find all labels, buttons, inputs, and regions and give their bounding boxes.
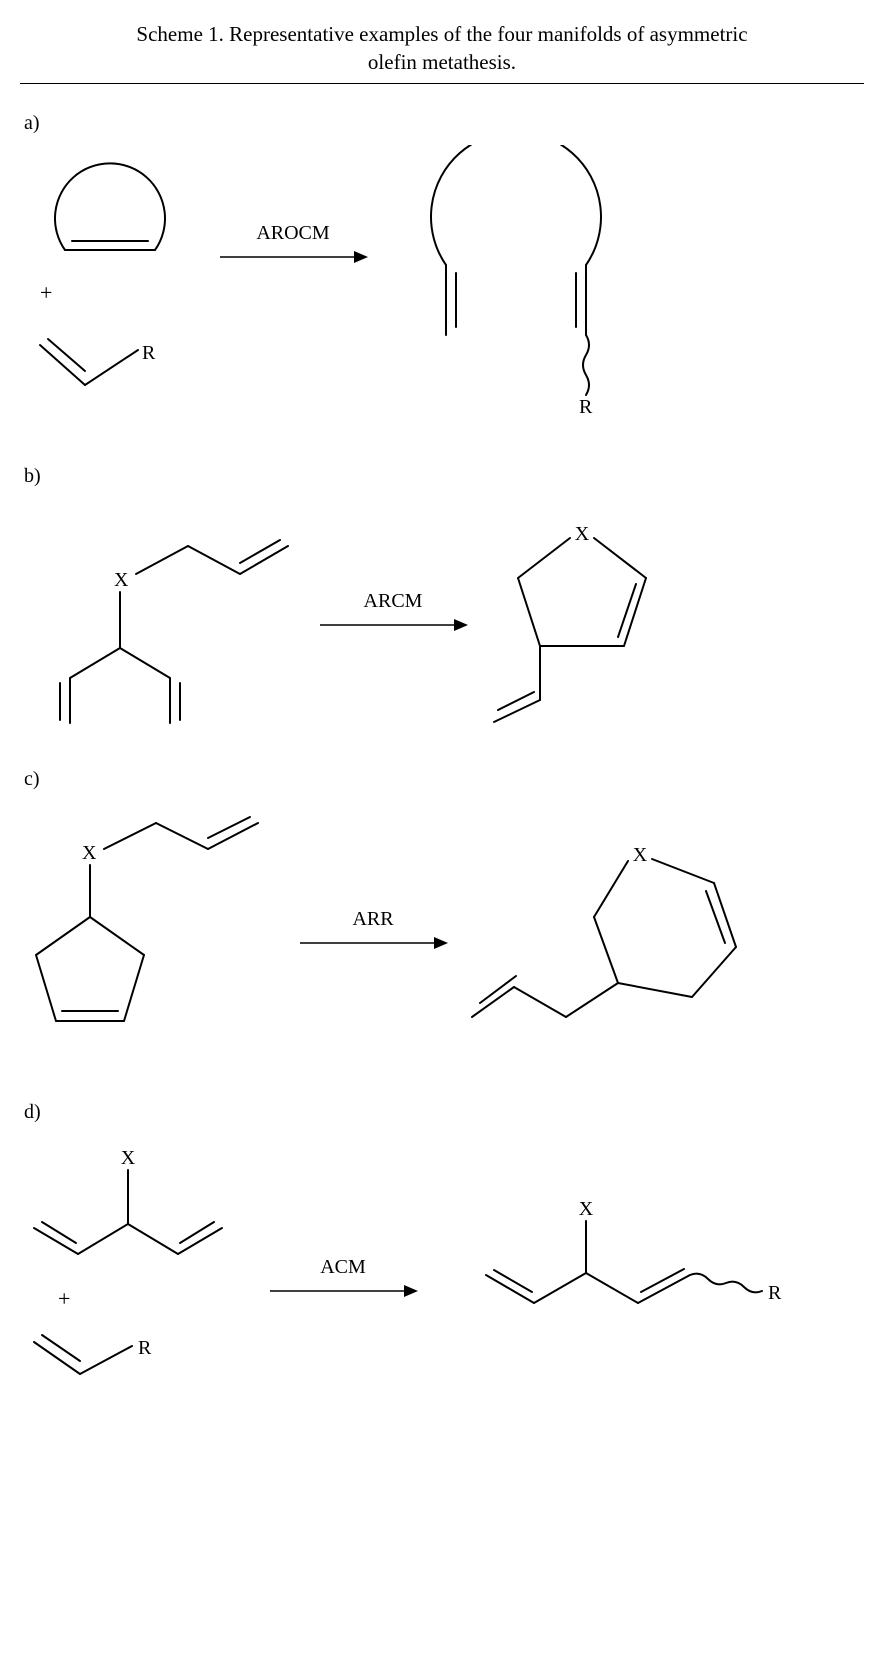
x-label-c-product: X — [633, 844, 648, 866]
r-label-a-product: R — [579, 396, 593, 418]
arrow-b-svg — [318, 615, 468, 635]
x-label-c-reactant: X — [82, 842, 97, 864]
arrow-d-label: ACM — [320, 1256, 366, 1279]
reaction-c: X ARR — [20, 801, 864, 1061]
arrow-c-svg — [298, 933, 448, 953]
arrow-c: ARR — [298, 908, 448, 953]
r-label-a-reactant: R — [142, 342, 156, 364]
x-label-d-product: X — [579, 1198, 594, 1220]
arrow-d-svg — [268, 1281, 418, 1301]
x-label-b-reactant: X — [114, 569, 129, 591]
panel-b-label: b) — [24, 465, 864, 488]
panel-c-label: c) — [24, 768, 864, 791]
arrow-c-label: ARR — [352, 908, 393, 931]
panel-a: a) + R AROCM — [20, 112, 864, 425]
plus-sign-a: + — [40, 280, 52, 305]
reaction-a: + R AROCM — [20, 145, 864, 425]
mol-a-product: R — [386, 145, 646, 425]
r-label-d-product: R — [768, 1282, 782, 1304]
mol-a-reactant: + R — [20, 155, 200, 415]
mol-d-reactant: X + R — [20, 1134, 250, 1394]
arrow-d: ACM — [268, 1256, 418, 1301]
x-label-b-product: X — [575, 523, 590, 545]
arrow-a: AROCM — [218, 222, 368, 267]
x-label-d-reactant: X — [121, 1147, 136, 1169]
scheme-title-line1: Scheme 1. Representative examples of the… — [136, 22, 747, 46]
arrow-b: ARCM — [318, 590, 468, 635]
scheme-title: Scheme 1. Representative examples of the… — [20, 20, 864, 84]
plus-sign-d: + — [58, 1286, 70, 1311]
panel-d: d) X + R — [20, 1101, 864, 1394]
r-label-d-reactant: R — [138, 1337, 152, 1359]
scheme-title-line2: olefin metathesis. — [368, 50, 516, 74]
panel-d-label: d) — [24, 1101, 864, 1124]
mol-d-product: X R — [436, 1179, 796, 1349]
arrow-a-svg — [218, 247, 368, 267]
panel-a-label: a) — [24, 112, 864, 135]
reaction-b: X ARCM — [20, 498, 864, 728]
reaction-d: X + R ACM — [20, 1134, 864, 1394]
arrow-b-label: ARCM — [364, 590, 423, 613]
mol-c-reactant: X — [20, 801, 280, 1061]
mol-c-product: X — [466, 821, 786, 1041]
arrow-a-label: AROCM — [256, 222, 329, 245]
panel-b: b) X ARC — [20, 465, 864, 728]
mol-b-reactant: X — [20, 498, 300, 728]
panel-c: c) X ARR — [20, 768, 864, 1061]
mol-b-product: X — [486, 498, 726, 728]
